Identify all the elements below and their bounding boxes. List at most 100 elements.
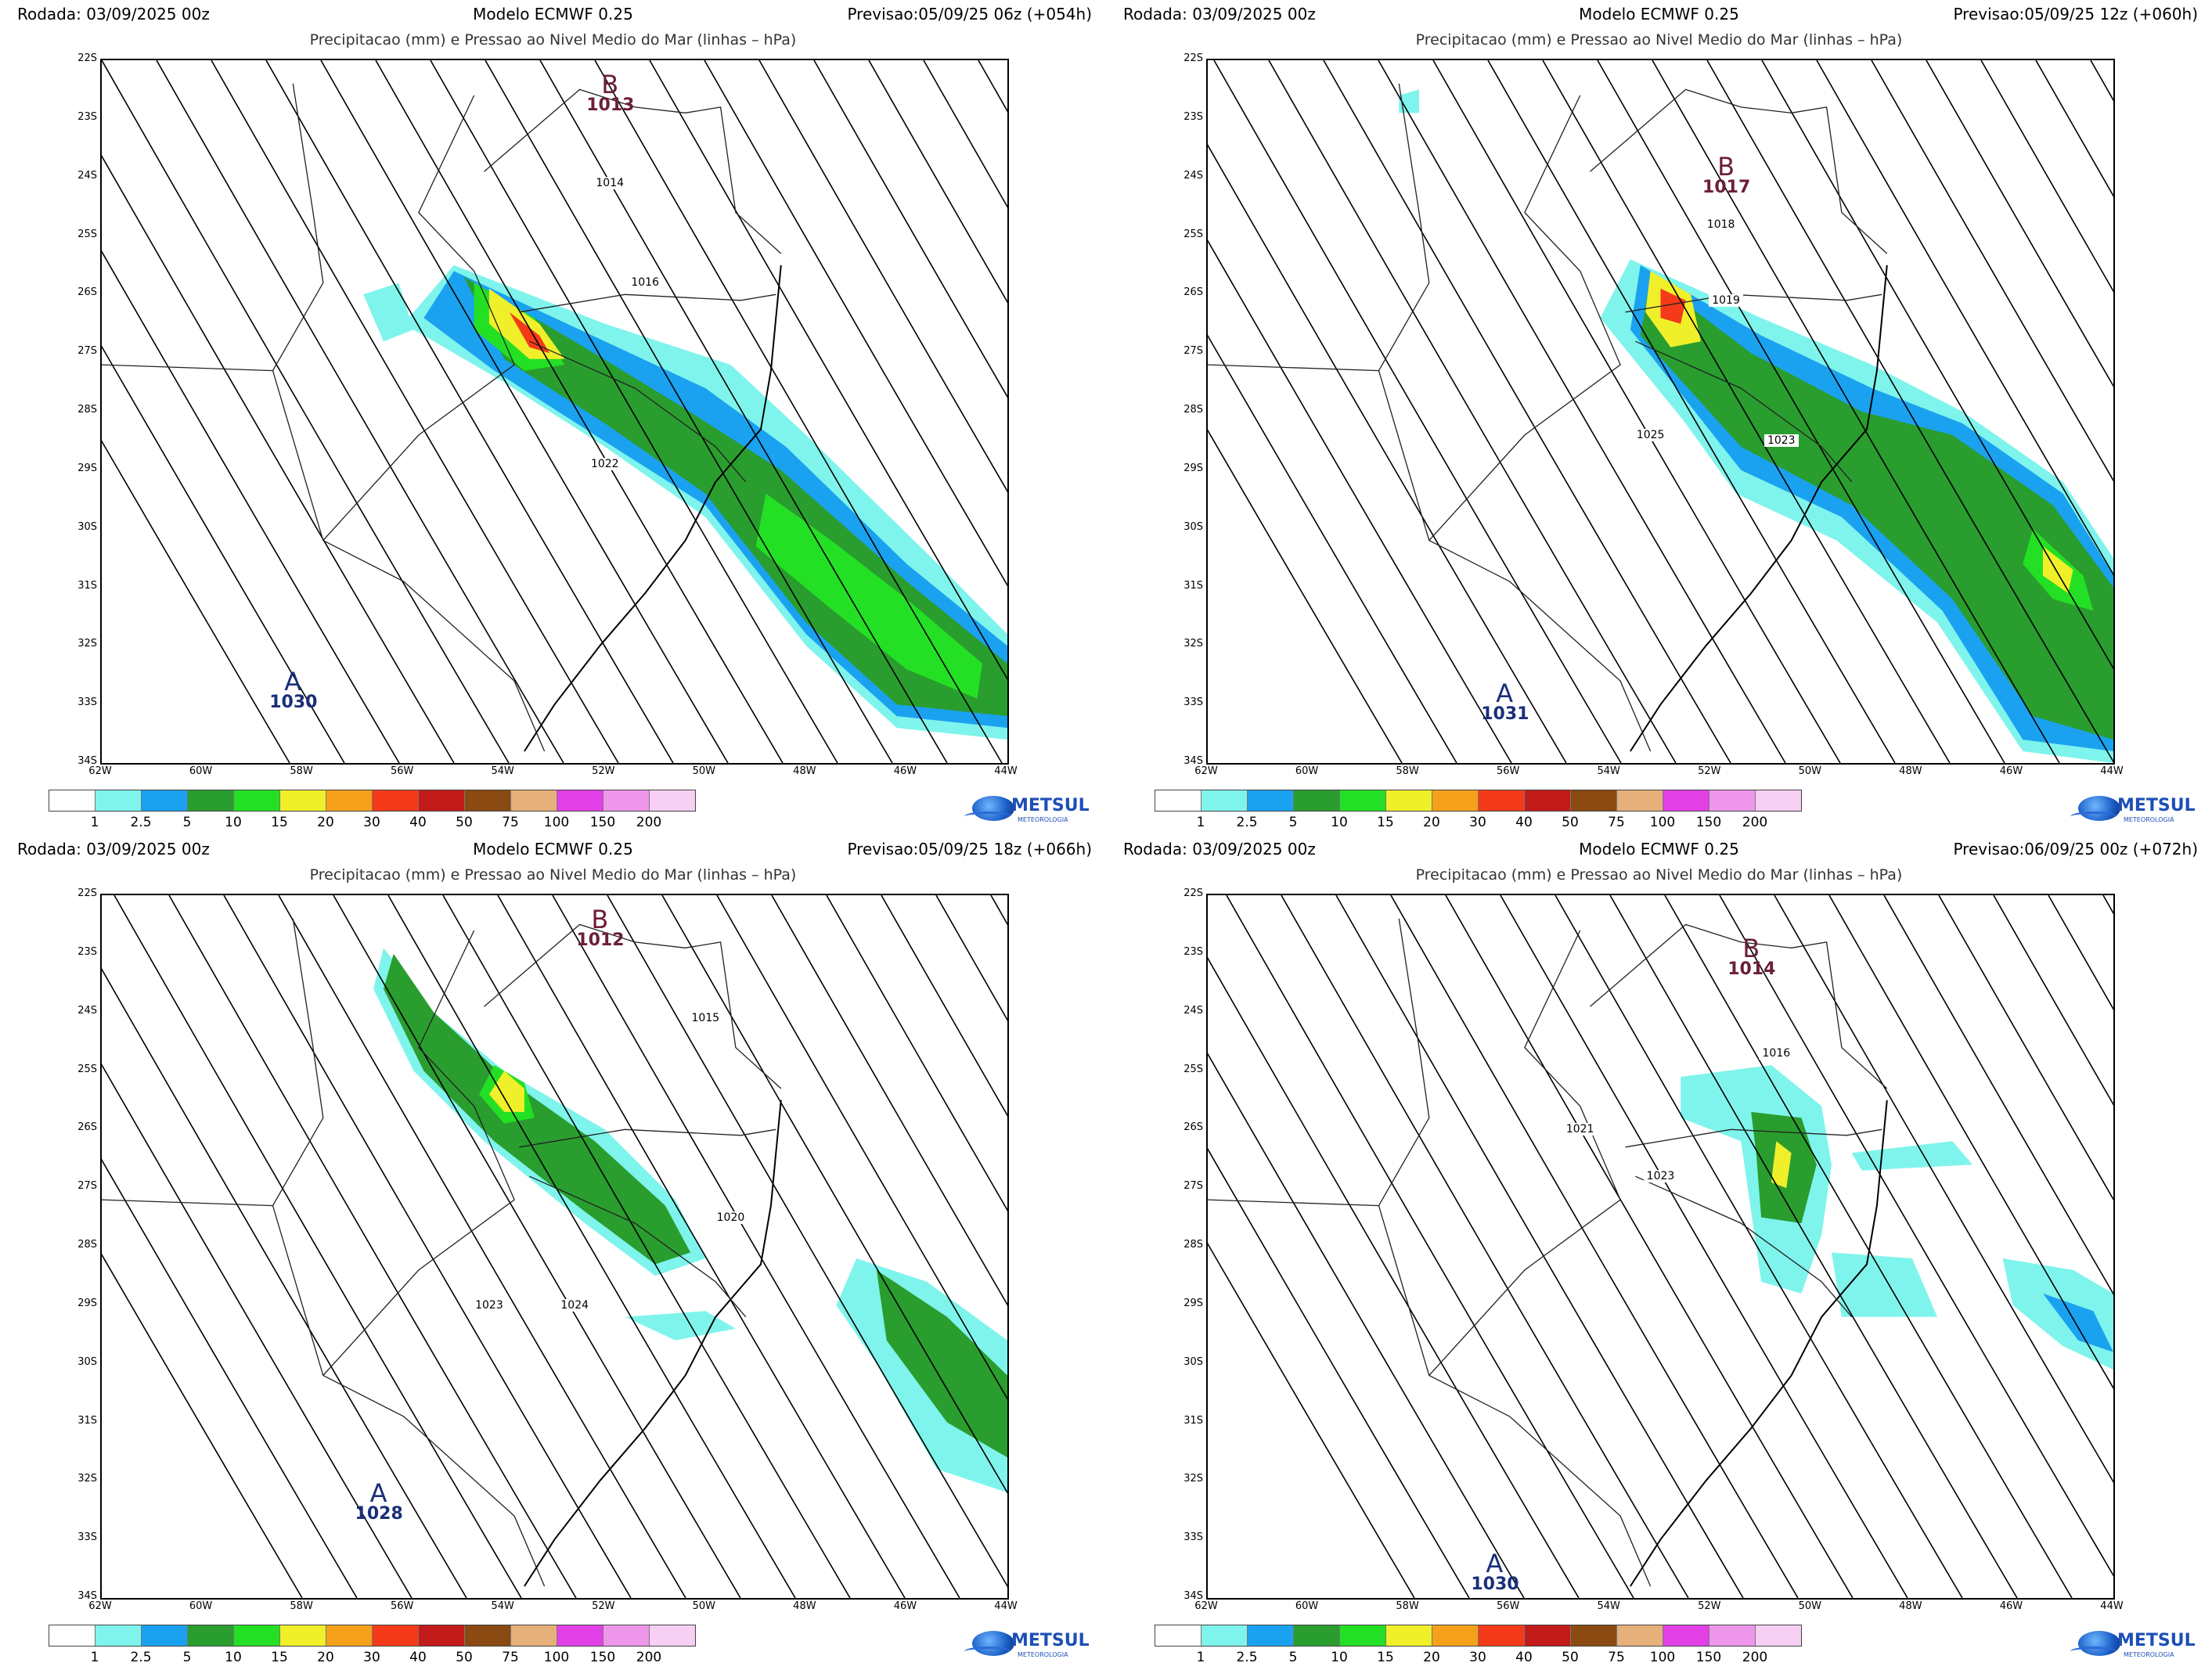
swoosh-icon <box>2070 1647 2117 1657</box>
run-date-label: Rodada: 03/09/2025 00z <box>1123 840 1316 858</box>
colorbar-swatch <box>1385 790 1432 811</box>
map-frame: B 1014 A 1030 1016 1021 1023 <box>1206 894 2115 1600</box>
center-pressure-value: 1012 <box>576 930 625 950</box>
colorbar-swatch <box>187 1625 233 1646</box>
colorbar-label: 5 <box>1288 1650 1298 1665</box>
longitude-label: 44W <box>2100 1600 2124 1612</box>
colorbar-swatch <box>1293 1625 1339 1646</box>
colorbar-label: 50 <box>456 815 473 830</box>
colorbar-label: 50 <box>1562 1650 1579 1665</box>
map-frame: B 1013 A 1030 1014 1016 1022 <box>100 59 1009 765</box>
latitude-label: 30S <box>1183 520 1203 533</box>
latitude-label: 33S <box>77 1531 97 1544</box>
isobar-lines <box>1208 895 2113 1598</box>
colorbar-label: 100 <box>1649 1650 1676 1665</box>
colorbar-label: 20 <box>1423 815 1440 830</box>
latitude-label: 28S <box>1183 404 1203 416</box>
longitude-label: 54W <box>1597 765 1620 777</box>
latitude-label: 32S <box>1183 1473 1203 1485</box>
longitude-label: 48W <box>1899 765 1922 777</box>
longitude-label: 44W <box>2100 765 2124 777</box>
longitude-label: 62W <box>1194 1600 1218 1612</box>
low-pressure-center: B 1014 <box>1727 936 1775 978</box>
colorbar-label: 75 <box>1608 815 1625 830</box>
precip-area <box>1771 1141 1792 1189</box>
longitude-label: 44W <box>994 1600 1018 1612</box>
colorbar-label: 10 <box>225 815 242 830</box>
logo-brand: METSUL <box>1011 1631 1090 1650</box>
colorbar-swatch <box>233 1625 279 1646</box>
latitude-label: 23S <box>77 945 97 958</box>
colorbar-label: 75 <box>502 1650 519 1665</box>
latitude-label: 30S <box>77 520 97 533</box>
logo-tagline: METEOROLOGIA <box>1018 816 1068 823</box>
latitude-label: 31S <box>1183 579 1203 592</box>
latitude-label: 33S <box>1183 1531 1203 1544</box>
longitude-label: 56W <box>1496 1600 1520 1612</box>
longitude-label: 60W <box>189 765 213 777</box>
colorbar-swatch <box>1201 790 1247 811</box>
coastline <box>1630 265 1888 752</box>
colorbar-label: 30 <box>1469 1650 1486 1665</box>
precip-area <box>1399 89 1419 113</box>
precip-area <box>363 283 414 342</box>
colorbar-label: 75 <box>502 815 519 830</box>
colorbar-label: 10 <box>225 1650 242 1665</box>
latitude-label: 24S <box>77 1004 97 1017</box>
isobar-label: 1022 <box>587 458 622 471</box>
colorbar-label: 50 <box>1562 815 1579 830</box>
latitude-label: 30S <box>1183 1355 1203 1368</box>
map-subtitle: Precipitacao (mm) e Pressao ao Nivel Med… <box>309 31 797 49</box>
colorbar-swatch <box>1524 1625 1570 1646</box>
colorbar-swatch <box>279 1625 326 1646</box>
low-pressure-center: B 1017 <box>1702 154 1750 196</box>
colorbar-swatch <box>49 790 95 811</box>
isobar-lines <box>1208 60 2113 763</box>
latitude-label: 30S <box>77 1355 97 1368</box>
colorbar-swatch <box>1339 790 1385 811</box>
colorbar-label: 1 <box>90 1650 99 1665</box>
longitude-label: 58W <box>1396 1600 1419 1612</box>
coastline <box>524 265 782 752</box>
forecast-panel-2: Rodada: 03/09/2025 00z Modelo ECMWF 0.25 P… <box>1106 0 2212 835</box>
colorbar-swatch <box>326 790 372 811</box>
longitude-label: 60W <box>189 1600 213 1612</box>
colorbar-label: 40 <box>409 815 427 830</box>
colorbar-swatch <box>1570 1625 1616 1646</box>
high-pressure-center: A 1030 <box>269 669 317 711</box>
colorbar-swatch <box>279 790 326 811</box>
map-subtitle: Precipitacao (mm) e Pressao ao Nivel Med… <box>309 866 797 884</box>
logo-brand: METSUL <box>1011 796 1090 815</box>
forecast-panel-3: Rodada: 03/09/2025 00z Modelo ECMWF 0.25 P… <box>0 835 1106 1670</box>
colorbar-swatch <box>1155 790 1201 811</box>
isobar-label: 1021 <box>1562 1123 1598 1136</box>
latitude-label: 32S <box>77 1473 97 1485</box>
latitude-label: 29S <box>1183 1297 1203 1309</box>
colorbar-swatch <box>1385 1625 1432 1646</box>
map-frame: B 1017 A 1031 1018 1019 1025 1023 <box>1206 59 2115 765</box>
colorbar-label: 40 <box>1515 1650 1533 1665</box>
latitude-label: 29S <box>77 462 97 474</box>
colorbar-label: 10 <box>1331 815 1348 830</box>
colorbar-label: 5 <box>182 1650 192 1665</box>
colorbar-label: 200 <box>1742 815 1768 830</box>
colorbar-label: 10 <box>1331 1650 1348 1665</box>
precip-area <box>2043 1293 2113 1352</box>
colorbar-swatch <box>187 790 233 811</box>
colorbar-swatch <box>1432 1625 1478 1646</box>
center-letter: A <box>1486 1549 1504 1579</box>
isobar-label: 1016 <box>1759 1047 1794 1060</box>
latitude-label: 27S <box>77 345 97 358</box>
latitude-label: 22S <box>77 52 97 64</box>
forecast-time-label: Previsao:06/09/25 00z (+072h) <box>1953 840 2198 858</box>
colorbar-label: 20 <box>317 815 334 830</box>
latitude-label: 28S <box>77 404 97 416</box>
colorbar-label: 2.5 <box>1236 1650 1258 1665</box>
longitude-label: 56W <box>390 765 414 777</box>
logo-tagline: METEOROLOGIA <box>2124 1651 2174 1658</box>
colorbar-swatch <box>1155 1625 1201 1646</box>
isobar-label: 1023 <box>1643 1170 1678 1183</box>
longitude-label: 54W <box>1597 1600 1620 1612</box>
latitude-label: 34S <box>77 755 97 767</box>
colorbar-swatch <box>418 1625 464 1646</box>
